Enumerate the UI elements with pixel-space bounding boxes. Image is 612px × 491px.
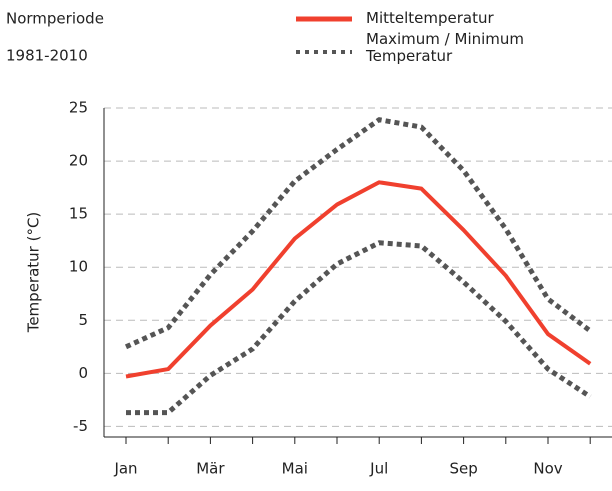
- x-tick-label: Nov: [533, 460, 562, 478]
- series-line: [125, 180, 592, 379]
- y-tick-label: 10: [69, 258, 88, 276]
- y-tick-label: 25: [69, 99, 88, 117]
- y-tick-label: 20: [69, 152, 88, 170]
- series-line: [126, 240, 592, 416]
- chart-title: Normperiode: [6, 10, 104, 28]
- chart-subtitle: 1981-2010: [6, 47, 88, 65]
- y-axis-label: Temperatur (°C): [25, 212, 43, 334]
- legend-label: Maximum / Minimum Temperatur: [366, 30, 525, 65]
- y-tick-label: -5: [73, 417, 88, 435]
- series-line: [124, 117, 592, 350]
- legend-label: Mitteltemperatur: [366, 9, 494, 27]
- y-tick-label: 15: [69, 205, 88, 223]
- x-tick-label: Mär: [196, 460, 225, 478]
- y-tick-label: 0: [78, 364, 88, 382]
- x-tick-label: Sep: [449, 460, 477, 478]
- x-tick-label: Jul: [369, 460, 388, 478]
- x-tick-label: Jan: [113, 460, 137, 478]
- x-tick-label: Mai: [282, 460, 308, 478]
- y-tick-label: 5: [78, 311, 88, 329]
